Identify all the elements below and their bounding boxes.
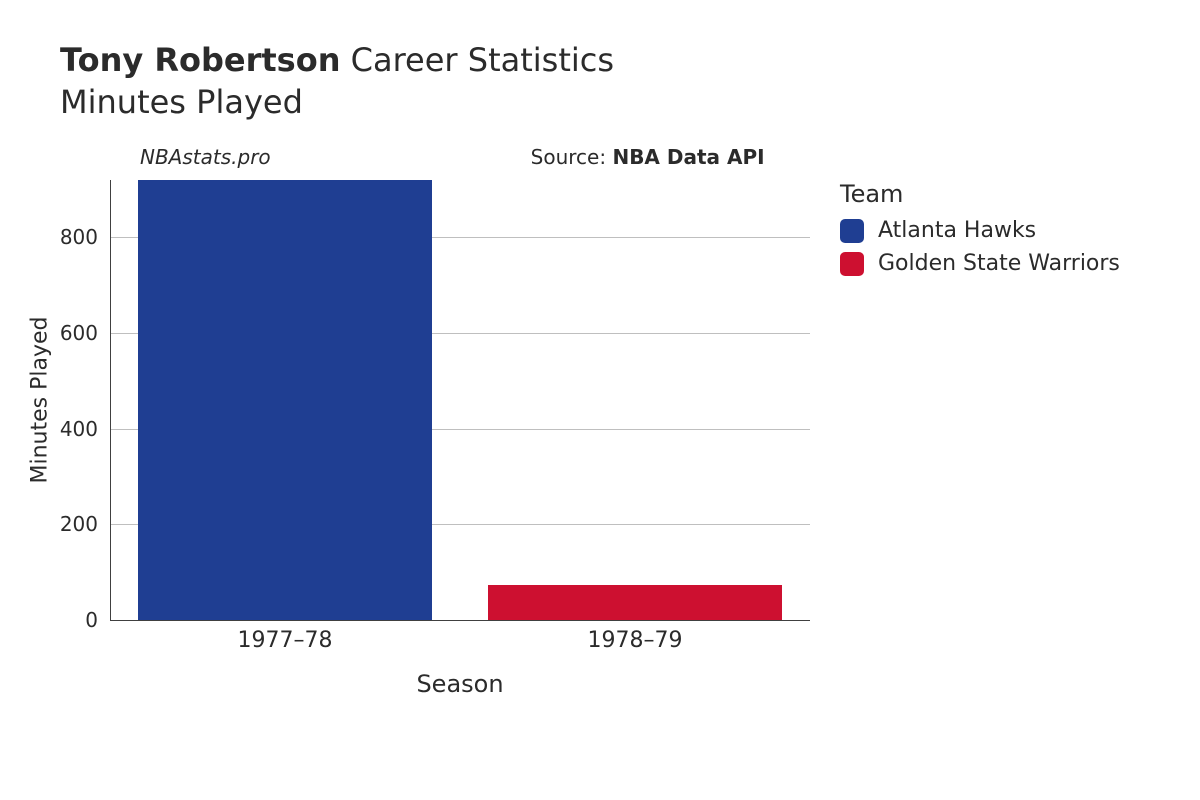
legend-swatch [840,219,864,243]
source-name: NBA Data API [612,145,764,169]
y-tick-label: 200 [60,512,98,536]
y-axis-line [110,180,111,620]
title-suffix: Career Statistics [340,41,614,79]
y-axis-title: Minutes Played [28,317,53,484]
bar [138,180,432,620]
legend-label: Atlanta Hawks [878,218,1036,243]
legend: Team Atlanta Hawks Golden State Warriors [840,180,1120,284]
x-axis-line [110,620,810,621]
legend-swatch [840,252,864,276]
chart-container: Tony Robertson Career Statistics Minutes… [0,0,1200,800]
y-tick-label: 600 [60,321,98,345]
legend-label: Golden State Warriors [878,251,1120,276]
chart-header-row: NBAstats.pro Source: NBA Data API [60,145,1160,169]
legend-item: Atlanta Hawks [840,218,1120,243]
source-label: Source: NBA Data API [531,145,765,169]
y-tick-label: 400 [60,417,98,441]
y-tick-label: 800 [60,225,98,249]
bar [488,585,782,620]
chart-title-line2: Minutes Played [60,82,1160,124]
x-tick-label: 1978–79 [588,628,683,653]
chart-title-line1: Tony Robertson Career Statistics [60,40,1160,82]
legend-title: Team [840,180,1120,208]
plot-area: 02004006008001977–781978–79 [110,180,810,620]
watermark-text: NBAstats.pro [140,145,271,169]
y-tick-label: 0 [85,608,98,632]
plot-zone: 02004006008001977–781978–79 Minutes Play… [110,180,810,660]
x-tick-label: 1977–78 [238,628,333,653]
x-axis-title: Season [416,670,503,698]
legend-item: Golden State Warriors [840,251,1120,276]
source-prefix: Source: [531,145,613,169]
title-player-name: Tony Robertson [60,41,340,79]
